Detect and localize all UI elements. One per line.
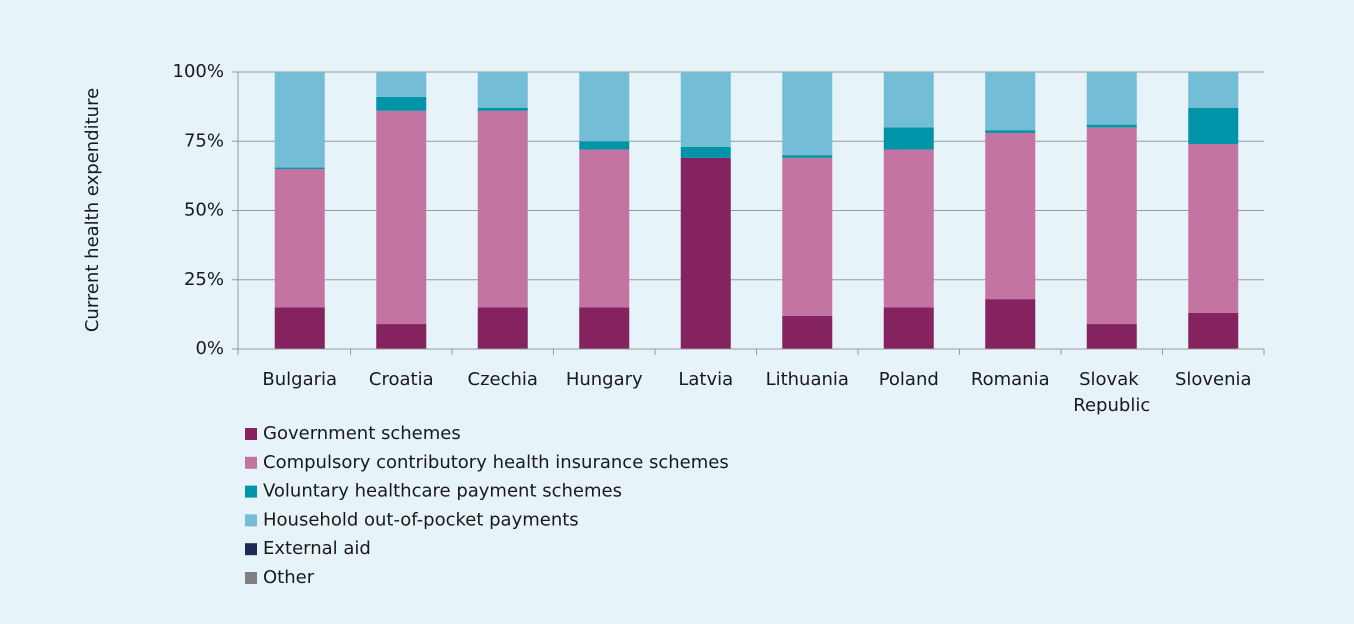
bar-segment [274, 307, 325, 349]
bar-segment [477, 108, 528, 111]
bar-segment [883, 72, 934, 128]
x-tick-label: Bulgaria [262, 369, 337, 390]
bar-segment [477, 307, 528, 349]
x-tick-label: Croatia [369, 369, 434, 390]
bar-segment [883, 149, 934, 308]
legend-swatch [245, 543, 257, 556]
bar-segment [782, 157, 833, 316]
bar-segment [274, 72, 325, 168]
bar-segment [782, 155, 833, 158]
bar-segment [477, 110, 528, 308]
x-tick-label: Latvia [678, 369, 733, 390]
bar-segment [1188, 312, 1239, 349]
x-tick-label: Czechia [468, 369, 538, 390]
x-tick-label: Lithuania [766, 369, 849, 390]
bar-segment [985, 72, 1036, 131]
legend-label: External aid [263, 538, 371, 559]
bar-segment [376, 110, 427, 325]
bar-segment [579, 149, 630, 308]
bar-segment [579, 141, 630, 150]
bar-segment [274, 168, 325, 308]
bar-segment [782, 72, 833, 156]
bar-segment [883, 307, 934, 349]
bar-segment [985, 299, 1036, 349]
bar-segment [985, 130, 1036, 133]
x-tick-label: Romania [971, 369, 1050, 390]
x-tick-label: Hungary [566, 369, 643, 390]
y-tick-label: 25% [184, 269, 224, 290]
legend-swatch [245, 572, 257, 584]
y-tick-label: 75% [184, 130, 224, 151]
x-tick-label: Slovak Republic [1073, 369, 1150, 416]
bar-segment [579, 72, 630, 142]
bar-segment [1188, 108, 1239, 145]
legend-swatch [245, 485, 257, 498]
legend-label: Compulsory contributory health insurance… [263, 452, 729, 473]
bar-segment [579, 307, 630, 349]
legend-swatch [245, 428, 257, 440]
y-axis-label: Current health expenditure [82, 88, 103, 332]
y-tick-label: 50% [184, 200, 224, 221]
bar-segment [1086, 127, 1137, 325]
bar-segment [985, 132, 1036, 300]
bar-segment [274, 167, 325, 169]
legend-label: Voluntary healthcare payment schemes [263, 481, 622, 502]
legend-swatch [245, 514, 257, 527]
bar-segment [680, 72, 731, 147]
bar-segment [1188, 72, 1239, 109]
x-tick-label: Slovenia [1175, 369, 1252, 390]
bar-segment [1086, 324, 1137, 349]
y-tick-label: 100% [173, 61, 224, 82]
legend-label: Other [263, 567, 315, 588]
bar-segment [376, 96, 427, 111]
y-tick-label: 0% [195, 338, 224, 359]
bar-segment [376, 72, 427, 97]
bar-segment [1086, 124, 1137, 128]
x-tick-label: Poland [879, 369, 939, 390]
legend-label: Household out-of-pocket payments [263, 509, 579, 530]
bar-segment [680, 146, 731, 158]
bar-segment [1086, 72, 1137, 125]
bar-segment [782, 315, 833, 349]
legend-label: Government schemes [263, 423, 461, 444]
bar-segment [680, 157, 731, 349]
bar-segment [477, 72, 528, 109]
bar-segment [883, 127, 934, 150]
legend-swatch [245, 456, 257, 469]
bar-segment [376, 324, 427, 349]
bar-segment [1188, 144, 1239, 313]
